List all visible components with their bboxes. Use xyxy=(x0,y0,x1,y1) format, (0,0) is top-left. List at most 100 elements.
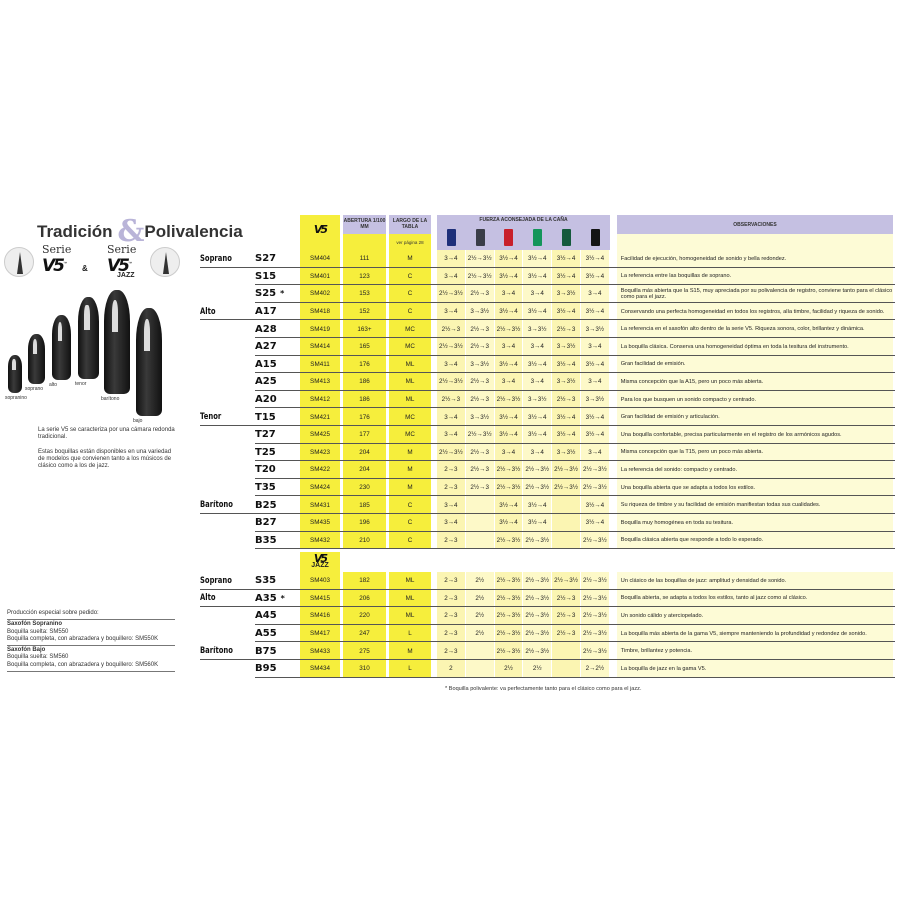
reed-box-darkgreen-icon xyxy=(562,229,572,246)
model-name: S15 xyxy=(255,268,300,286)
tip-opening: 220 xyxy=(343,607,386,625)
facing-length: ML xyxy=(389,572,431,590)
reference-code: SM431 xyxy=(300,496,340,514)
family-label xyxy=(200,625,244,643)
reference-code: SM434 xyxy=(300,659,340,678)
observation: Un clásico de las boquillas de jazz: amp… xyxy=(616,572,893,590)
intro-text: La serie V5 se caracteriza por una cámar… xyxy=(38,427,178,470)
observation: La referencia del sonido: compacto y cen… xyxy=(616,461,893,479)
observation: Una boquilla confortable, precisa partic… xyxy=(616,425,893,444)
reed-strength: 2½→3 xyxy=(465,461,495,479)
jazz-label: JAZZ xyxy=(311,562,329,569)
reed-strength: 2½→3½ xyxy=(523,607,553,625)
table-row: B27 SM435 196 C 3→4 3½→4 3½→4 3½→4 Boquilla muy … xyxy=(200,513,895,532)
table-row: Alto A17 SM418 152 C 3→4 3→3½ 3½→4 3½→4 3½→4 3½→4 C… xyxy=(200,302,895,321)
mouthpiece-image xyxy=(52,315,71,380)
reed-strength: 3→3½ xyxy=(465,355,495,374)
reed-strength: 2½→3½ xyxy=(580,589,610,608)
family-label xyxy=(200,479,244,497)
family-label xyxy=(200,285,244,303)
reed-strength xyxy=(552,496,581,514)
family-label: Tenor xyxy=(200,412,222,423)
reed-strength: 3½→4 xyxy=(523,355,553,374)
reed-strength: 2→3 xyxy=(437,607,466,625)
mouthpiece-image xyxy=(8,355,22,393)
reed-strength: 2½→3 xyxy=(552,624,581,643)
reed-strength: 3½→4 xyxy=(523,425,553,444)
reed-strength: 2½→3 xyxy=(552,320,581,338)
reed-strength: 2→3 xyxy=(437,461,466,479)
reference-code: SM424 xyxy=(300,478,340,497)
reed-strength: 3½→4 xyxy=(552,250,581,268)
reed-column-header xyxy=(495,225,524,250)
observation: Boquilla más abierta que la S15, muy apr… xyxy=(616,285,893,303)
facing-length: MC xyxy=(389,337,431,356)
jazz-label: JAZZ xyxy=(117,272,135,279)
special-item-line: Boquilla completa, con abrazadera y boqu… xyxy=(7,661,159,668)
special-item-name: Saxofón Sopranino xyxy=(7,621,63,628)
facing-length: C xyxy=(389,513,431,532)
family-label xyxy=(200,514,244,532)
reed-strength: 2→3 xyxy=(437,589,466,608)
model-name: A27 xyxy=(255,338,300,356)
reed-strength: 2½→3 xyxy=(437,390,466,409)
reed-strength: 2½→3½ xyxy=(552,478,581,497)
family-label xyxy=(200,268,244,286)
model-name: B75 xyxy=(255,642,300,660)
special-item-line: Boquilla suelta: SM550 xyxy=(7,628,69,635)
reed-strength xyxy=(552,513,581,532)
reference-code: SM404 xyxy=(300,250,340,268)
reed-strength: 2½→3½ xyxy=(465,267,495,286)
series-label: Serie xyxy=(107,243,137,256)
facing-length: ML xyxy=(389,607,431,625)
model-code: B95 xyxy=(255,663,277,675)
model-code: T15 xyxy=(255,411,276,423)
reed-strength: 2½→3½ xyxy=(580,531,610,550)
reed-strength: 3½→4 xyxy=(494,250,524,268)
reed-strength: 2½→3½ xyxy=(552,461,581,479)
reed-strength: 3½→4 xyxy=(580,355,610,374)
model-code: A28 xyxy=(255,323,277,335)
reference-code: SM415 xyxy=(300,589,340,608)
family-label: Alto xyxy=(200,593,216,604)
table-row: T35 SM424 230 M 2→3 2½→3 2½→3½ 2½→3½ 2½→3½ 2½→3½ U… xyxy=(200,478,895,497)
reed-strength: 3→4 xyxy=(437,425,466,444)
reed-strength: 2½→3 xyxy=(552,390,581,409)
facing-length: MC xyxy=(389,408,431,426)
reference-code: SM432 xyxy=(300,531,340,550)
special-item-line: Boquilla completa, con abrazadera y boqu… xyxy=(7,635,159,642)
observation: Su riqueza de timbre y su facilidad de e… xyxy=(616,496,893,514)
reed-strength: 2½→3½ xyxy=(580,478,610,497)
reed-strength: 3→4 xyxy=(494,373,524,391)
table-row: T25 SM423 204 M 2½→3½ 2½→3 3→4 3→4 3→3½ 3→4 Misma … xyxy=(200,443,895,462)
reed-strength: 3½→4 xyxy=(523,513,553,532)
reed-strength: 3½→4 xyxy=(552,425,581,444)
special-heading: Producción especial sobre pedido: xyxy=(7,610,175,621)
polyvalent-star: * xyxy=(280,289,285,299)
mouthpiece-image xyxy=(136,308,162,416)
reed-strength: 2½→3½ xyxy=(523,478,553,497)
mouthpiece-image xyxy=(28,334,45,384)
reed-strength: 3½→4 xyxy=(494,425,524,444)
reed-strength: 3½→4 xyxy=(494,408,524,426)
table-row: Soprano S35 SM403 182 ML 2→3 2½ 2½→3½ 2½→3½ 2½→3½… xyxy=(200,572,895,590)
observation: La boquilla clásica. Conserva una homoge… xyxy=(616,337,893,356)
facing-length: ML xyxy=(389,589,431,608)
reed-strength: 2½→3 xyxy=(465,320,495,338)
model-name: A25 xyxy=(255,373,300,391)
title-left: Tradición xyxy=(37,222,113,241)
mouthpiece-label: soprano xyxy=(25,386,44,392)
reed-strength: 3→4 xyxy=(523,285,553,303)
facing-length: MC xyxy=(389,425,431,444)
reed-strength: 3→4 xyxy=(523,373,553,391)
reed-strength: 2 xyxy=(437,659,466,678)
tip-opening: 111 xyxy=(343,250,386,268)
mouthpiece-label: alto xyxy=(49,382,58,388)
tip-opening: 153 xyxy=(343,285,386,303)
reed-box-red-icon xyxy=(504,229,514,246)
series-label: Serie xyxy=(42,243,72,256)
model-code: S27 xyxy=(255,253,277,265)
model-name: S35 xyxy=(255,572,300,590)
observation: Facilidad de ejecución, homogeneidad de … xyxy=(616,250,893,268)
model-name: A45 xyxy=(255,607,300,625)
